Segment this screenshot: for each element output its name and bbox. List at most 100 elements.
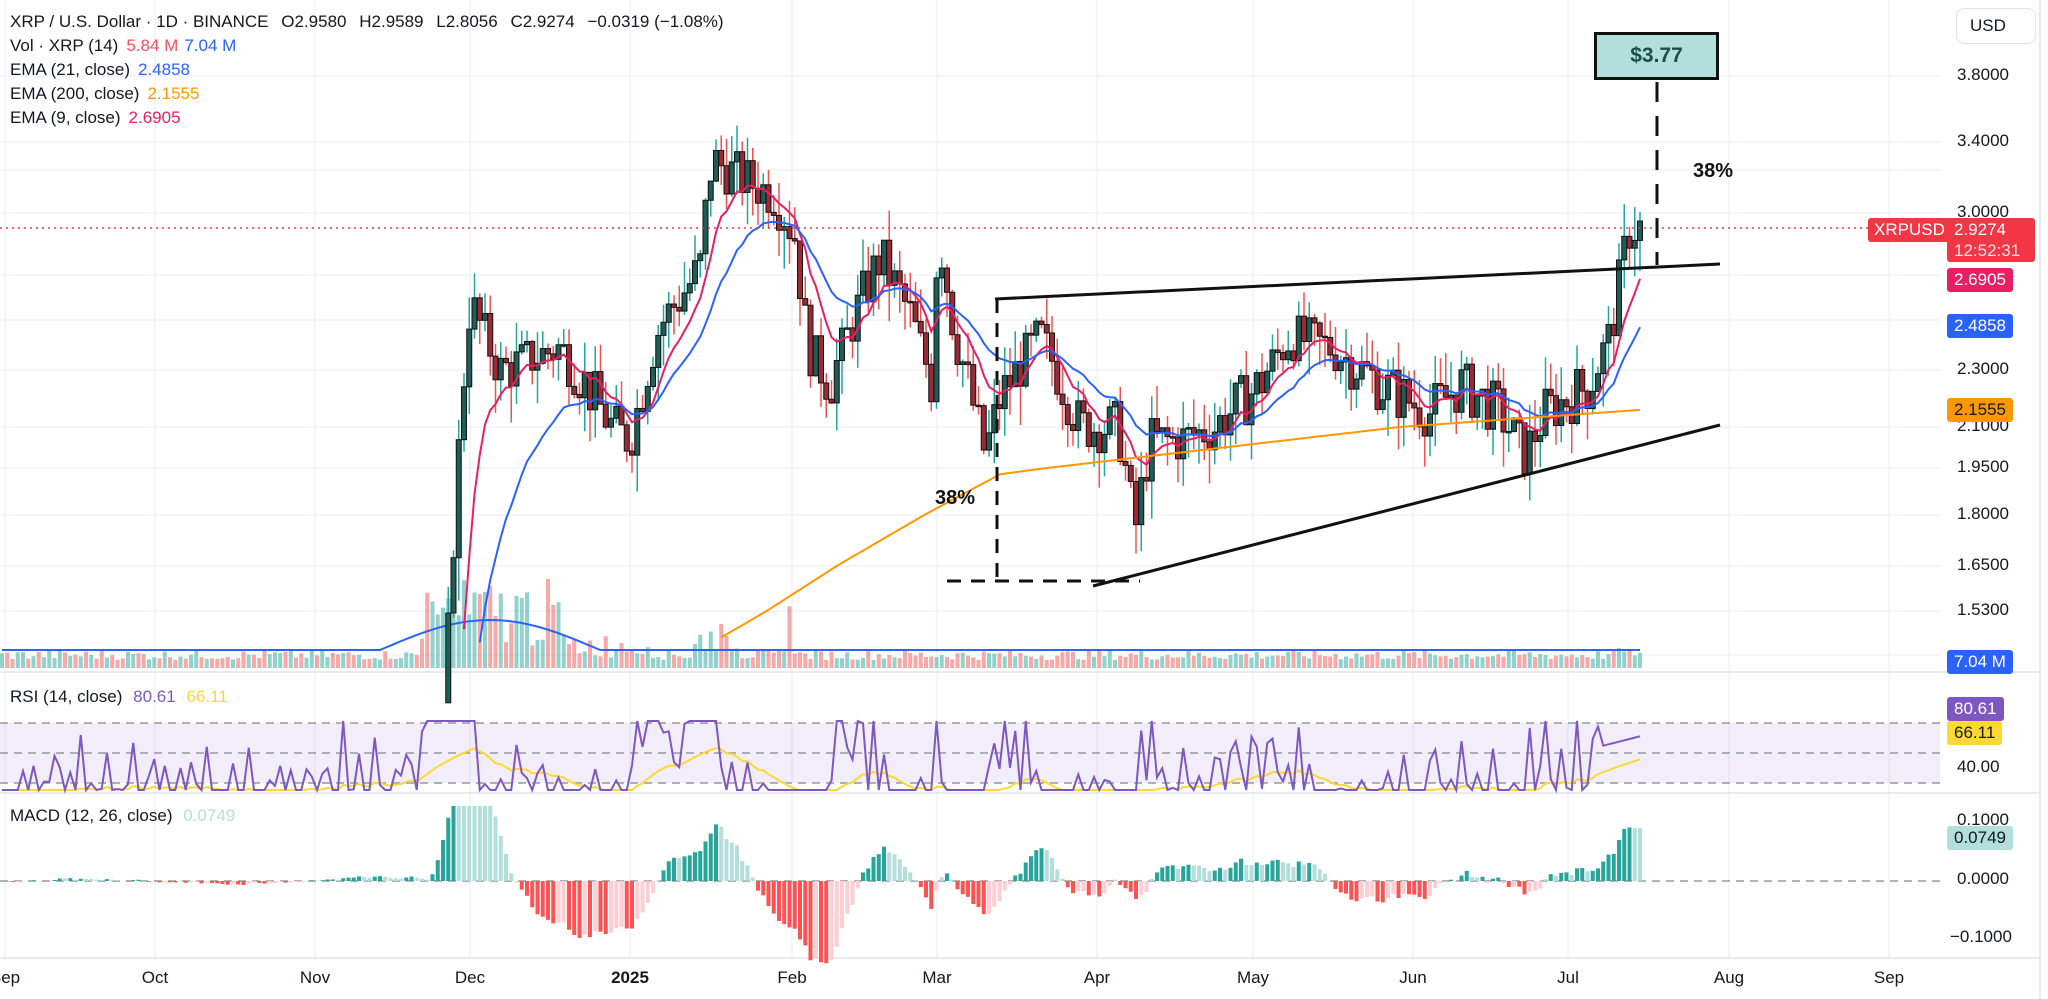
volume-bar	[966, 655, 970, 668]
volume-bar	[278, 652, 283, 668]
macd-histogram-bar	[840, 881, 844, 929]
volume-bar	[918, 652, 923, 668]
price-target-box[interactable]: $3.77	[1594, 32, 1719, 80]
macd-histogram-bar	[430, 874, 435, 881]
volume-bar	[126, 651, 130, 668]
volume-bar	[976, 659, 981, 668]
rsi-pane-title[interactable]: RSI (14, close) 80.61 66.11	[10, 687, 228, 707]
macd-histogram-bar	[955, 881, 960, 890]
volume-bar	[1564, 656, 1569, 668]
volume-bar	[57, 650, 62, 668]
candle-body	[812, 335, 819, 377]
macd-histogram-bar	[1244, 865, 1249, 881]
time-axis-label: Aug	[1713, 968, 1745, 987]
volume-bar	[719, 623, 724, 668]
macd-histogram-bar	[1291, 867, 1296, 881]
volume-bar	[1254, 651, 1259, 668]
volume-bar	[309, 650, 314, 668]
open-value: O2.9580	[281, 12, 347, 31]
macd-histogram-bar	[1086, 881, 1091, 896]
volume-bar	[955, 653, 960, 668]
volume-bar	[677, 656, 682, 668]
volume-bar	[1218, 658, 1222, 668]
volume-bar	[1060, 652, 1065, 668]
candle-body	[1532, 430, 1538, 442]
macd-axis-tick-bottom: −0.1000	[1950, 927, 2012, 946]
volume-bar	[1611, 650, 1616, 668]
candle-body	[707, 180, 714, 201]
volume-bar	[204, 658, 209, 668]
candle-body	[1337, 361, 1344, 372]
macd-histogram-bar	[976, 881, 981, 907]
candle-body	[1117, 401, 1124, 462]
macd-histogram-bar	[892, 854, 897, 881]
volume-bar	[1559, 654, 1564, 668]
volume-bar	[1092, 656, 1096, 668]
time-axis-label: Jul	[1557, 968, 1579, 987]
macd-histogram-bar	[1181, 866, 1186, 881]
macd-histogram-bar	[10, 881, 15, 883]
macd-histogram-bar	[766, 881, 771, 907]
volume-ma-line	[2, 618, 1640, 651]
macd-histogram-bar	[1344, 881, 1348, 894]
candle-body	[991, 404, 998, 434]
time-axis-label: Apr	[1083, 968, 1111, 987]
candle-body	[1159, 427, 1166, 433]
macd-histogram-bar	[808, 881, 813, 961]
candle-body	[791, 238, 798, 242]
volume-bar	[934, 656, 939, 668]
macd-histogram-bar	[1449, 879, 1453, 881]
volume-legend[interactable]: Vol · XRP (14) 5.84 M 7.04 M	[10, 34, 732, 58]
macd-histogram-bar	[189, 881, 193, 883]
volume-bar	[519, 597, 524, 668]
macd-histogram-bar	[677, 858, 682, 881]
volume-bar	[225, 656, 230, 668]
macd-histogram-bar	[1433, 881, 1438, 889]
macd-histogram-bar	[173, 881, 178, 883]
macd-histogram-bar	[262, 881, 267, 884]
volume-bar	[215, 658, 220, 668]
volume-bar	[939, 655, 944, 668]
volume-bar	[1249, 657, 1254, 668]
candle-body	[455, 439, 462, 559]
volume-bar	[21, 652, 25, 668]
volume-bar	[362, 659, 367, 668]
macd-histogram-bar	[1575, 868, 1579, 881]
symbol-title[interactable]: XRP / U.S. Dollar · 1D · BINANCE	[10, 12, 269, 31]
macd-axis-tick-zero: 0.0000	[1957, 869, 2009, 888]
macd-histogram-bar	[1076, 881, 1081, 892]
candle-body	[560, 344, 567, 347]
macd-histogram-bar	[987, 881, 991, 914]
ema9-badge: 2.6905	[1947, 268, 2013, 292]
ema21-legend[interactable]: EMA (21, close) 2.4858	[10, 58, 732, 82]
target-move-percent[interactable]: 38%	[1693, 160, 1734, 182]
rsi-badge: 80.61	[1947, 697, 2004, 721]
price-axis-tick: 1.5300	[1957, 600, 2009, 619]
macd-histogram-bar	[1564, 872, 1569, 881]
macd-histogram-bar	[183, 881, 188, 883]
volume-ma-value: 7.04 M	[184, 36, 237, 55]
volume-bar	[357, 654, 361, 668]
volume-bar	[903, 650, 907, 668]
macd-histogram-bar	[367, 877, 372, 881]
ema200-legend[interactable]: EMA (200, close) 2.1555	[10, 82, 732, 106]
currency-button[interactable]: USD	[1956, 8, 2036, 44]
macd-pane-title[interactable]: MACD (12, 26, close) 0.0749	[10, 806, 235, 826]
volume-bar	[1008, 650, 1012, 668]
macd-histogram-bar	[199, 881, 204, 884]
macd-histogram-bar	[1128, 881, 1133, 892]
volume-bar	[808, 658, 813, 668]
macd-histogram-bar	[876, 854, 881, 881]
ema9-legend[interactable]: EMA (9, close) 2.6905	[10, 106, 732, 130]
pattern-height-percent[interactable]: 38%	[935, 487, 976, 509]
volume-bar	[672, 654, 676, 668]
candle-body	[1301, 315, 1307, 342]
volume-bar	[593, 655, 598, 668]
volume-bar	[656, 657, 661, 668]
macd-histogram-bar	[1569, 874, 1574, 881]
macd-histogram-bar	[462, 806, 466, 881]
candle-body	[1038, 320, 1045, 326]
macd-histogram-bar	[635, 881, 640, 920]
candle-body	[692, 260, 698, 285]
